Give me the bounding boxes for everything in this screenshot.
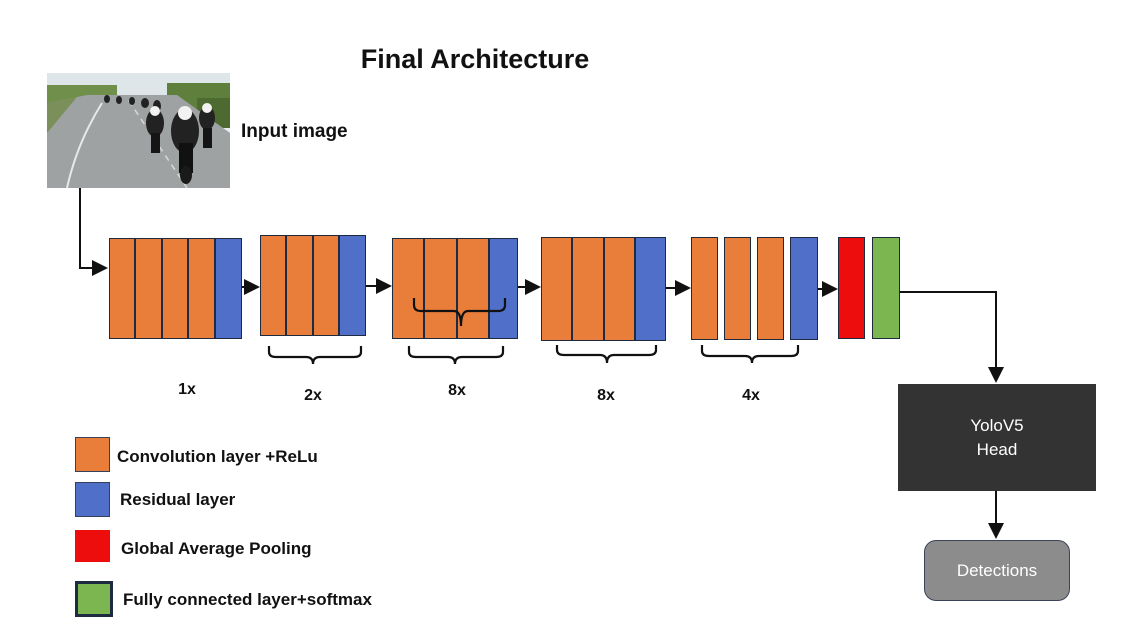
pooling-cell	[838, 237, 865, 339]
residual-layer	[339, 235, 366, 336]
block-1	[109, 238, 242, 339]
conv-layer	[260, 235, 286, 336]
yolov5-head-box: YoloV5 Head	[898, 384, 1096, 491]
brace-block5	[700, 345, 800, 364]
block-1-multiplier: 1x	[178, 381, 196, 398]
conv-layer	[541, 237, 572, 341]
legend-label-fully-connected: Fully connected layer+softmax	[123, 590, 372, 609]
head-line-1: YoloV5	[970, 415, 1024, 435]
conv-layer	[757, 237, 784, 340]
conv-layer	[424, 238, 457, 339]
conv-layer	[135, 238, 162, 339]
brace-block4	[555, 345, 658, 364]
input-image-label: Input image	[241, 121, 348, 142]
residual-layer	[489, 238, 518, 339]
brace-block2	[267, 346, 363, 365]
arrow-input-to-block1	[79, 188, 108, 276]
head-line-2: Head	[976, 439, 1018, 459]
legend-swatch-convolution	[75, 437, 110, 472]
block-4	[541, 237, 666, 341]
conv-layer	[392, 238, 424, 339]
residual-layer	[635, 237, 666, 341]
legend-label-residual: Residual layer	[120, 490, 236, 509]
legend-swatch-residual	[75, 482, 110, 517]
residual-layer	[790, 237, 818, 340]
conv-layer	[286, 235, 313, 336]
block-4-multiplier: 8x	[597, 387, 615, 404]
conv-layer	[691, 237, 718, 340]
block-5-multiplier: 4x	[742, 387, 760, 404]
brace-block3-inner	[412, 298, 507, 327]
conv-layer	[604, 237, 635, 341]
fc-cell	[872, 237, 900, 339]
block-5	[691, 237, 818, 340]
block-3-multiplier: 8x	[448, 382, 466, 399]
conv-layer	[724, 237, 751, 340]
fully-connected-layer	[872, 237, 900, 339]
global-average-pooling-layer	[838, 237, 865, 339]
legend-swatch-fully-connected	[75, 581, 113, 617]
residual-layer	[215, 238, 242, 339]
block-2	[260, 235, 366, 336]
block-3	[392, 238, 518, 339]
legend-label-convolution: Convolution layer +ReLu	[117, 447, 318, 466]
conv-layer	[457, 238, 489, 339]
detections-label: Detections	[956, 560, 1038, 580]
detections-box: Detections	[924, 540, 1070, 601]
conv-layer	[313, 235, 339, 336]
conv-layer	[572, 237, 604, 341]
conv-layer	[188, 238, 215, 339]
brace-block3	[407, 346, 505, 365]
conv-layer	[109, 238, 135, 339]
block-2-multiplier: 2x	[304, 387, 322, 404]
conv-layer	[162, 238, 188, 339]
diagram-title: Final Architecture	[360, 44, 590, 74]
input-image-photo	[47, 73, 230, 188]
legend-label-pooling: Global Average Pooling	[121, 539, 312, 558]
legend-swatch-pooling	[75, 530, 110, 562]
arrow-fc-to-head	[900, 291, 1004, 383]
